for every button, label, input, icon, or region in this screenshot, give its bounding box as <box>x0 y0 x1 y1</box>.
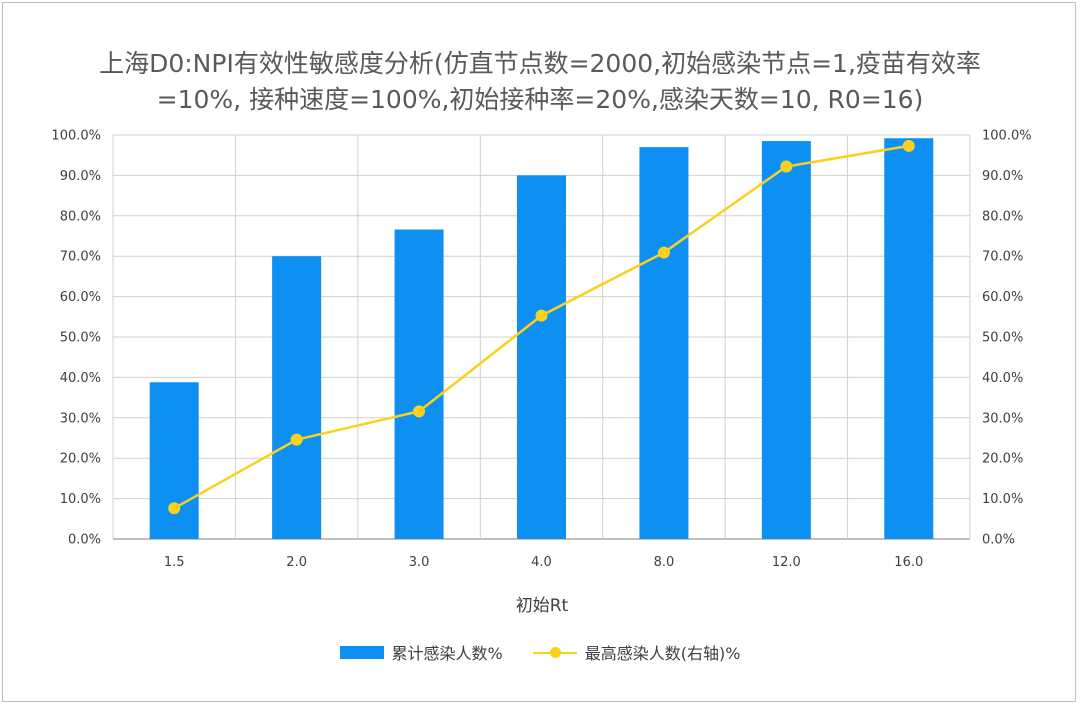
line-point <box>657 246 670 259</box>
y-tick-label-right: 30.0% <box>982 411 1023 426</box>
line-series <box>168 139 915 515</box>
bar-series <box>149 138 934 539</box>
bar <box>639 147 689 539</box>
line-point <box>902 139 915 152</box>
y-tick-label-left: 40.0% <box>60 371 101 386</box>
line-point <box>413 405 426 418</box>
x-tick-label: 2.0 <box>286 555 307 570</box>
line-point <box>535 309 548 322</box>
legend-line-swatch <box>532 646 577 659</box>
x-tick-label: 8.0 <box>654 555 675 570</box>
y-tick-label-right: 0.0% <box>982 533 1015 548</box>
y-tick-label-left: 0.0% <box>68 533 101 548</box>
y-tick-label-right: 100.0% <box>982 129 1032 144</box>
legend-bar-label: 累计感染人数% <box>391 644 503 663</box>
x-tick-label: 3.0 <box>409 555 430 570</box>
y-tick-label-right: 70.0% <box>982 250 1023 265</box>
y-tick-label-right: 50.0% <box>982 331 1023 346</box>
x-tick-label: 16.0 <box>894 555 923 570</box>
x-axis-title: 初始Rt <box>516 596 569 616</box>
line-point <box>168 502 181 515</box>
y-tick-label-left: 30.0% <box>60 411 101 426</box>
y-tick-label-left: 20.0% <box>60 452 101 467</box>
legend-bar-swatch <box>339 645 384 659</box>
bar <box>272 256 322 539</box>
bar <box>884 138 934 539</box>
y-tick-label-right: 80.0% <box>982 209 1023 224</box>
bar <box>517 175 566 539</box>
chart-title-line-1: 上海D0:NPI有效性敏感度分析(仿直节点数=2000,初始感染节点=1,疫苗有… <box>99 49 981 78</box>
y-tick-label-left: 50.0% <box>60 331 101 346</box>
x-tick-label: 12.0 <box>772 555 801 570</box>
y-tick-label-right: 10.0% <box>982 492 1023 507</box>
legend-line-label: 最高感染人数(右轴)% <box>584 644 741 663</box>
axis-ticks: 0.0% 10.0% 20.0% 30.0% 40.0% 50.0% 60.0% 70.0% 8… <box>51 129 1031 571</box>
legend: 累计感染人数% 最高感染人数(右轴)% <box>0 640 1080 664</box>
legend-item-bar[interactable]: 累计感染人数% <box>339 640 503 664</box>
x-tick-label: 4.0 <box>531 555 552 570</box>
y-tick-label-left: 80.0% <box>60 209 101 224</box>
bar <box>761 141 811 539</box>
y-tick-label-left: 10.0% <box>60 492 101 507</box>
line-point <box>780 160 793 173</box>
y-tick-label-left: 60.0% <box>60 290 101 305</box>
chart-title-line-2: =10%, 接种速度=100%,初始接种率=20%,感染天数=10, R0=16… <box>156 85 924 114</box>
line-point <box>290 433 303 446</box>
y-tick-label-right: 90.0% <box>982 169 1023 184</box>
legend-item-line[interactable]: 最高感染人数(右轴)% <box>532 640 741 664</box>
y-tick-label-left: 90.0% <box>60 169 101 184</box>
y-tick-label-right: 20.0% <box>982 452 1023 467</box>
bar <box>394 229 444 539</box>
y-tick-label-left: 100.0% <box>51 129 101 144</box>
bar <box>149 382 199 539</box>
x-tick-label: 1.5 <box>164 555 185 570</box>
y-tick-label-right: 60.0% <box>982 290 1023 305</box>
y-tick-label-left: 70.0% <box>60 250 101 265</box>
y-tick-label-right: 40.0% <box>982 371 1023 386</box>
